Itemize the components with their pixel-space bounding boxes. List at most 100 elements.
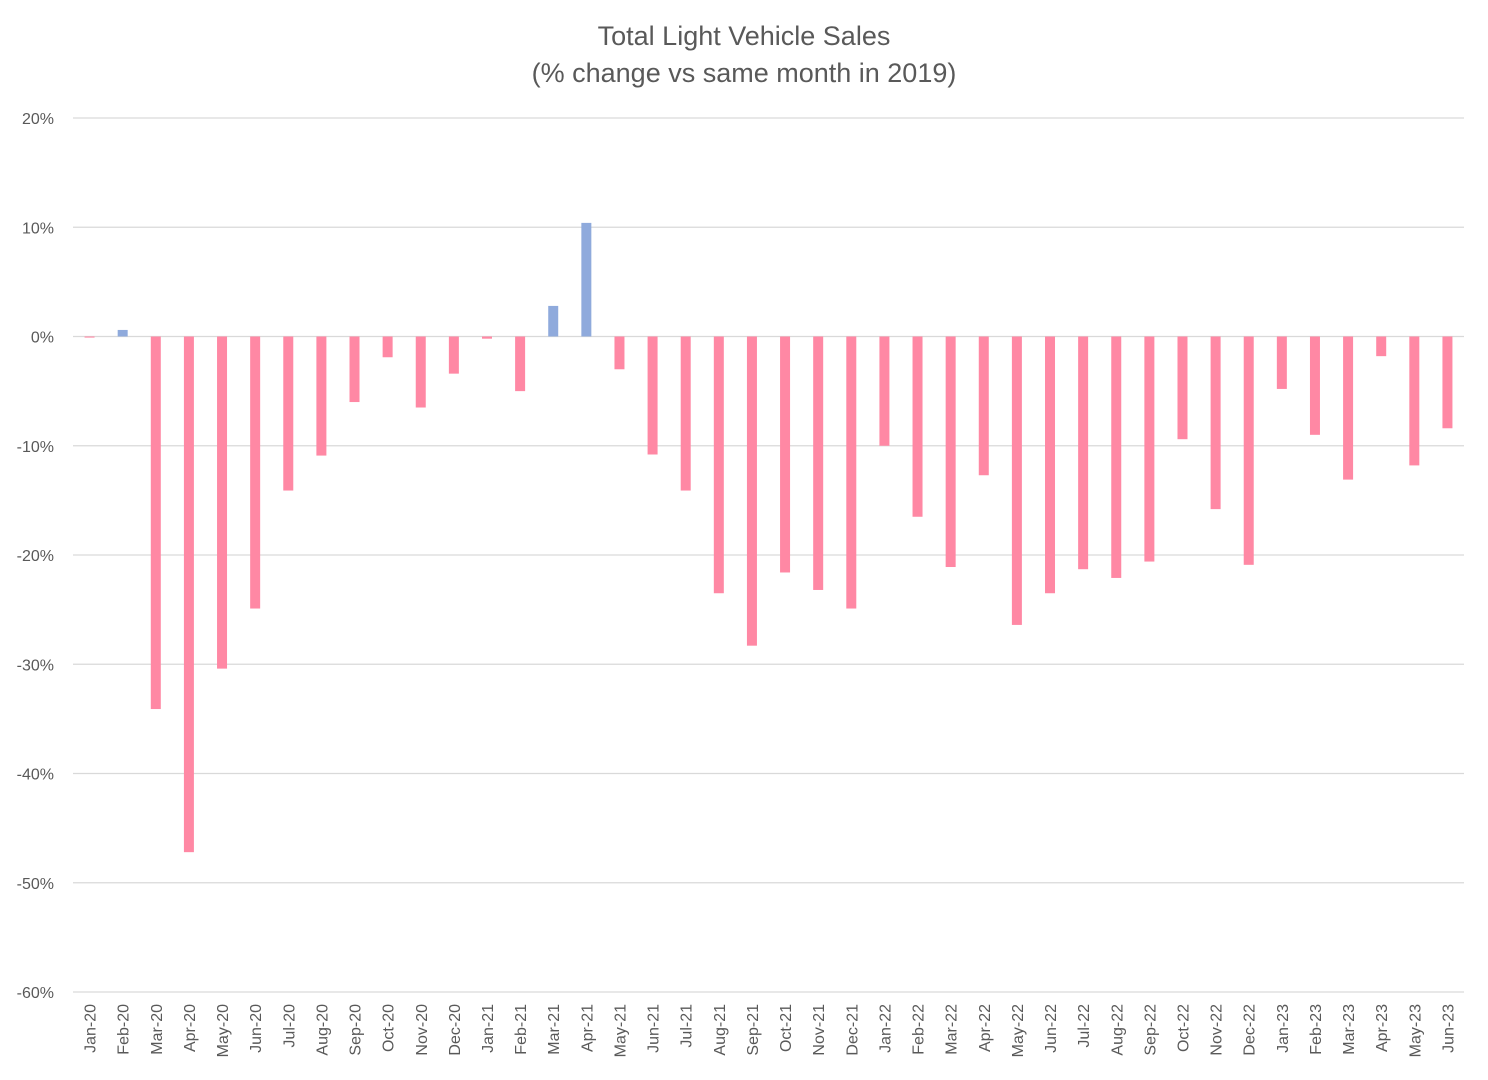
x-tick-label: Jan-22 [877,1004,894,1053]
bar [945,336,956,568]
x-tick-label: Mar-22 [944,1004,961,1055]
bar [1409,336,1420,466]
x-tick-label: May-23 [1407,1004,1424,1057]
y-axis-tick-labels: 20% 10% 0% -10% -20% -30% -40% -50% -60% [17,111,54,1002]
x-tick-label: Jun-23 [1440,1004,1457,1053]
bar [1011,336,1022,625]
x-tick-label: Dec-22 [1242,1004,1259,1056]
x-tick-label: Apr-21 [579,1004,596,1052]
bar [183,336,194,853]
bar [912,336,923,517]
x-tick-label: Aug-21 [712,1004,729,1056]
y-tick-label: -40% [17,767,54,784]
bar [217,336,228,669]
x-tick-label: Nov-20 [414,1004,431,1056]
x-tick-label: Jan-21 [480,1004,497,1053]
x-axis-tick-labels: Jan-20 Feb-20 Mar-20 Apr-20 May-20 Jun-20 Jul-… [83,1004,1458,1057]
x-tick-label: Dec-21 [844,1004,861,1056]
bar [1210,336,1221,510]
x-tick-label: Apr-20 [182,1004,199,1052]
bar [1045,336,1056,594]
bar [1111,336,1122,578]
bar [713,336,724,594]
bar [117,329,128,337]
x-tick-label: Feb-20 [116,1004,133,1055]
bar [647,336,658,455]
x-tick-label: Aug-22 [1109,1004,1126,1056]
x-tick-label: Jun-22 [1043,1004,1060,1053]
y-tick-label: 20% [22,111,54,128]
x-tick-label: Apr-23 [1374,1004,1391,1052]
bar [1144,336,1155,562]
x-tick-label: Feb-21 [513,1004,530,1055]
bar [1177,336,1188,440]
y-tick-label: 0% [31,330,54,347]
bar [1343,336,1354,480]
x-tick-label: Jul-21 [679,1004,696,1048]
y-tick-label: -60% [17,985,54,1002]
x-tick-label: Jun-20 [248,1004,265,1053]
y-tick-label: -50% [17,876,54,893]
bar [283,336,294,491]
y-tick-label: -30% [17,657,54,674]
chart-title-block: Total Light Vehicle Sales (% change vs s… [0,18,1488,92]
x-tick-label: Feb-22 [911,1004,928,1055]
x-tick-label: Jan-20 [83,1004,100,1053]
x-tick-label: Jun-21 [646,1004,663,1053]
bar [250,336,261,609]
x-tick-label: Jul-22 [1076,1004,1093,1048]
y-tick-label: -20% [17,548,54,565]
x-tick-label: Mar-20 [149,1004,166,1055]
bar [448,336,459,374]
bar [1243,336,1254,565]
x-tick-label: Sep-22 [1142,1004,1159,1056]
x-tick-label: Dec-20 [447,1004,464,1056]
x-tick-label: Aug-20 [314,1004,331,1056]
x-tick-label: May-22 [1010,1004,1027,1057]
bar [846,336,857,609]
x-tick-label: Oct-21 [778,1004,795,1052]
bar [548,305,559,337]
bar [614,336,625,370]
bar [84,336,95,338]
x-tick-label: Feb-23 [1308,1004,1325,1055]
y-tick-label: -10% [17,439,54,456]
bar [581,222,592,337]
x-tick-label: May-20 [215,1004,232,1057]
bar [1376,336,1387,357]
x-tick-label: Sep-20 [348,1004,365,1056]
x-tick-label: Jul-20 [281,1004,298,1048]
x-tick-label: Mar-21 [546,1004,563,1055]
x-tick-label: Apr-22 [977,1004,994,1052]
x-tick-label: Jan-23 [1275,1004,1292,1053]
y-tick-label: 10% [22,220,54,237]
x-tick-label: Oct-22 [1175,1004,1192,1052]
x-tick-label: May-21 [612,1004,629,1057]
bar [1078,336,1089,570]
x-tick-label: Oct-20 [381,1004,398,1052]
bar [349,336,360,403]
chart-title: Total Light Vehicle Sales [597,21,891,51]
x-tick-label: Nov-21 [811,1004,828,1056]
bar [1309,336,1320,435]
bar [680,336,691,491]
x-tick-label: Sep-21 [745,1004,762,1056]
gridlines [73,117,1464,993]
bar [780,336,791,573]
bar [316,336,327,456]
bar [813,336,824,590]
bars [84,222,1453,853]
bar [382,336,393,358]
bar [746,336,757,646]
chart-subtitle: (% change vs same month in 2019) [531,58,957,88]
bar [150,336,161,710]
bar [1276,336,1287,389]
bar [879,336,890,446]
bar [1442,336,1453,429]
bar [415,336,426,408]
bar [481,336,492,339]
x-tick-label: Nov-22 [1209,1004,1226,1056]
bar [978,336,989,476]
bar [515,336,526,392]
